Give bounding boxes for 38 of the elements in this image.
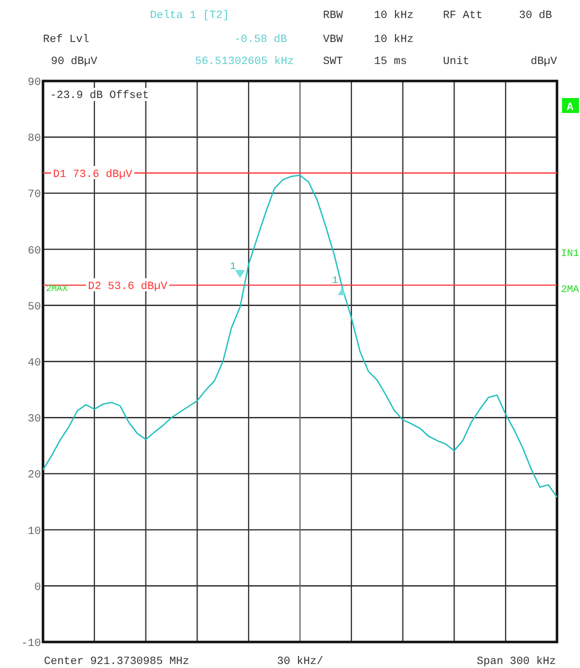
y-tick-label: -10 (21, 638, 41, 650)
y-tick-label: 80 (28, 133, 41, 146)
text: 30 kHz/ (277, 656, 324, 668)
text: 15 ms (374, 56, 408, 68)
text: Center 921.3730985 MHz (44, 656, 190, 668)
ref-line-label: D1 73.6 dBµV (53, 169, 133, 182)
text: IN1 (561, 249, 580, 260)
y-tick-label: 30 (28, 414, 41, 426)
text: SWT (323, 56, 344, 68)
y-tick-label: 20 (28, 470, 41, 482)
y-tick-label: 0 (34, 582, 41, 594)
text: -0.58 dB (234, 34, 288, 46)
y-tick-label: 90 (28, 77, 41, 89)
y-tick-label: 10 (28, 526, 41, 538)
y-tick-label: 50 (28, 301, 41, 314)
y-tick-label: 40 (28, 358, 41, 370)
text: RBW (323, 10, 344, 22)
text: RF Att (443, 10, 483, 22)
text: Span 300 kHz (476, 656, 556, 668)
text: A (566, 102, 574, 114)
annotation: -23.9 dB Offset (50, 90, 150, 102)
text: 10 kHz (374, 34, 414, 46)
text: VBW (323, 34, 344, 46)
text: dBµV (530, 56, 558, 68)
ref-line-label: D2 53.6 dBµV (88, 281, 168, 294)
annotation: 2MAX (46, 284, 68, 294)
text: 10 kHz (374, 10, 414, 22)
text: Ref Lvl (43, 34, 90, 46)
text: 30 dB (518, 10, 552, 22)
text: 90 dBµV (51, 56, 98, 68)
annotation: 1 (332, 276, 338, 287)
y-tick-label: 60 (28, 245, 41, 258)
text: 2MA (561, 285, 580, 296)
text: Unit (443, 56, 470, 68)
text: 56.51302605 kHz (194, 56, 294, 68)
text: Delta 1 [T2] (150, 10, 230, 22)
y-tick-label: 70 (28, 189, 41, 202)
annotation: 1 (230, 262, 236, 273)
